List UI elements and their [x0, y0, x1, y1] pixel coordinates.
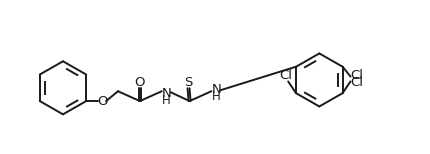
Text: N: N [162, 87, 172, 100]
Text: S: S [184, 76, 193, 89]
Text: N: N [212, 83, 221, 96]
Text: Cl: Cl [350, 76, 363, 89]
Text: Cl: Cl [280, 69, 293, 82]
Text: O: O [135, 76, 145, 89]
Text: O: O [97, 95, 108, 107]
Text: H: H [212, 90, 221, 103]
Text: Cl: Cl [350, 69, 363, 82]
Text: H: H [162, 94, 171, 107]
